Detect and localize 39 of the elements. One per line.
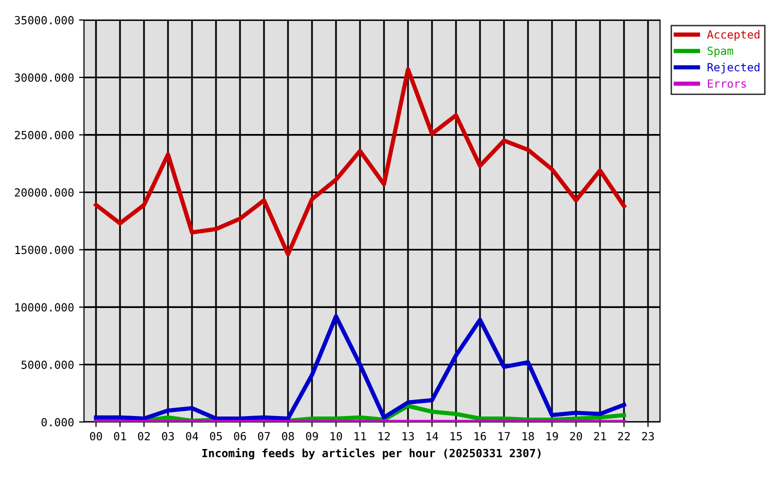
x-tick-label: 21 (594, 432, 606, 440)
x-tick-label: 17 (498, 432, 510, 440)
y-tick-label: 5000.000 (22, 360, 74, 369)
x-tick-label: 20 (570, 432, 582, 440)
x-tick-label: 11 (354, 432, 366, 440)
y-tick-label: 25000.000 (14, 130, 74, 140)
x-tick-label: 12 (378, 432, 390, 440)
x-axis-title: Incoming feeds by articles per hour (20250331 2307) (202, 448, 541, 460)
y-tick-label: 15000.000 (15, 246, 74, 254)
legend-label: Errors (708, 80, 746, 88)
x-tick-label: 05 (210, 432, 222, 440)
x-tick-label: 22 (618, 432, 630, 440)
x-tick-label: 04 (186, 432, 198, 440)
y-tick-label: 0.000 (42, 418, 74, 426)
x-tick-label: 09 (306, 432, 318, 440)
x-tick-label: 01 (114, 432, 126, 440)
x-tick-label: 15 (450, 432, 462, 440)
x-tick-label: 10 (330, 432, 342, 440)
x-tick-label: 23 (642, 432, 654, 440)
x-tick-label: 03 (162, 432, 174, 440)
x-tick-label: 19 (546, 432, 558, 440)
x-tick-label: 16 (474, 432, 486, 440)
x-tick-label: 07 (258, 432, 270, 440)
legend-label: Spam (708, 46, 734, 58)
line-series (94, 314, 626, 421)
legend-label: Accepted (707, 30, 760, 41)
x-tick-label: 13 (402, 432, 414, 440)
y-tick-label: 20000.000 (14, 188, 74, 197)
x-tick-label: 18 (522, 432, 534, 440)
y-tick-label: 10000.000 (15, 303, 74, 312)
x-tick-label: 06 (234, 432, 246, 440)
x-tick-label: 14 (426, 432, 438, 440)
x-tick-label: 08 (282, 432, 294, 440)
line-series (94, 67, 626, 256)
x-tick-label: 02 (138, 432, 150, 440)
y-tick-label: 30000.000 (14, 73, 74, 82)
y-tick-label: 35000.000 (14, 16, 74, 24)
legend-label: Rejected (708, 62, 760, 74)
x-tick-label: 00 (90, 432, 102, 440)
